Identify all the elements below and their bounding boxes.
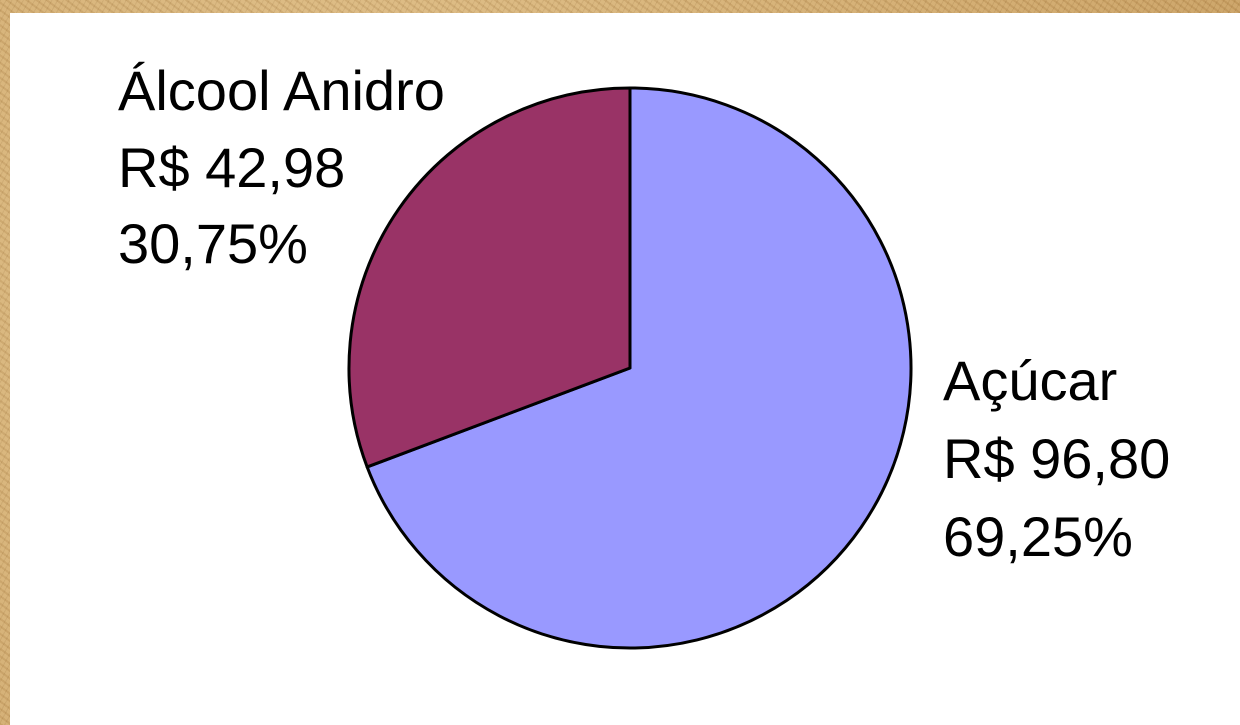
pie-slice-alcool-anidro bbox=[347, 86, 632, 469]
slice-percent-label: 69,25% bbox=[943, 505, 1133, 568]
slice-percent-label: 30,75% bbox=[118, 212, 308, 275]
slice-value-label: R$ 42,98 bbox=[118, 136, 345, 199]
slice-label-acucar: Açúcar R$ 96,80 69,25% bbox=[943, 349, 1170, 568]
slice-category-label: Álcool Anidro bbox=[118, 59, 445, 122]
slice-label-alcool-anidro: Álcool Anidro R$ 42,98 30,75% bbox=[118, 59, 445, 275]
slice-value-label: R$ 96,80 bbox=[943, 427, 1170, 490]
pie-slice-acucar bbox=[365, 86, 913, 650]
slice-category-label: Açúcar bbox=[943, 349, 1117, 412]
pie-slices bbox=[347, 86, 913, 650]
